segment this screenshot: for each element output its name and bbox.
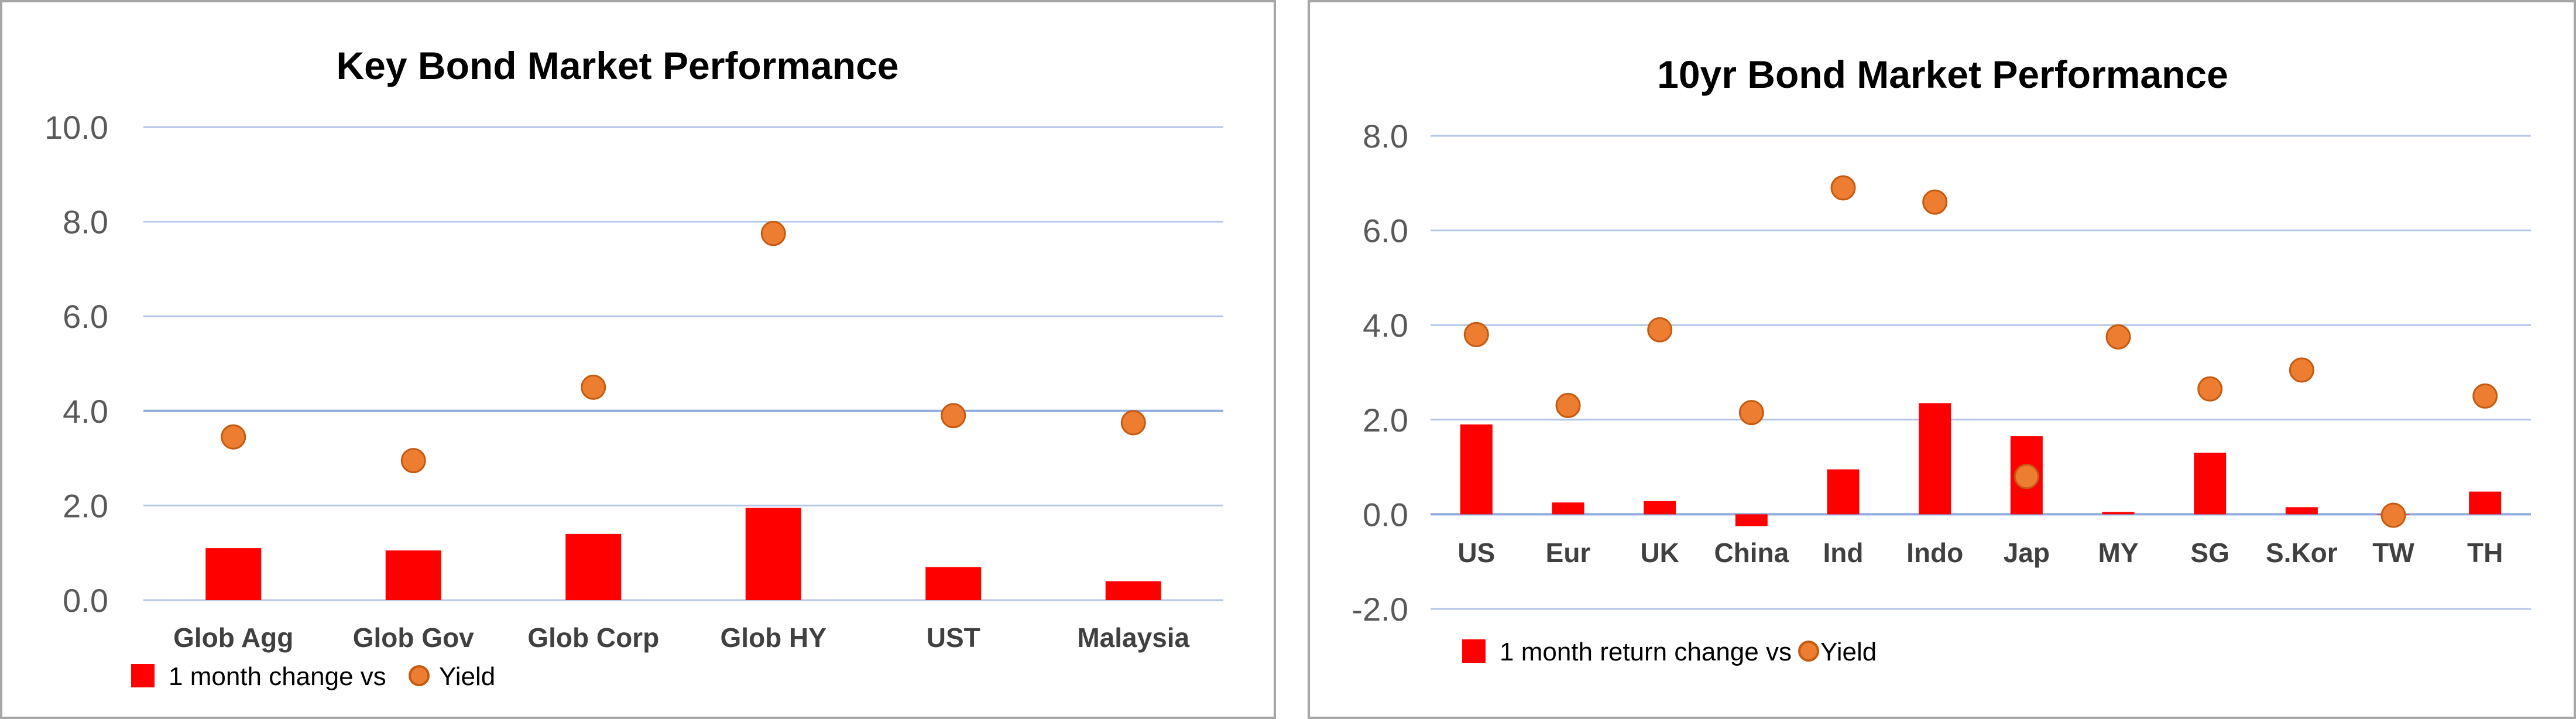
bar-ind [1827, 469, 1860, 515]
yield-point-us [1463, 321, 1489, 347]
gridlines [143, 126, 1223, 601]
x-category-label: MY [2098, 537, 2139, 568]
bar-glob-corp [565, 533, 622, 600]
x-category-label: Glob Agg [173, 622, 293, 653]
bar-sg [2194, 453, 2227, 515]
bar-malaysia [1105, 581, 1161, 600]
x-category-label: TW [2372, 537, 2414, 568]
x-axis-labels: Glob Agg Glob Gov Glob Corp Glob HY UST Malay… [173, 622, 1189, 653]
x-category-label: Malaysia [1077, 622, 1189, 653]
x-category-label: Indo [1906, 537, 1963, 568]
left-chart-panel: 0.0 2.0 4.0 6.0 8.0 10.0 Glob Agg Glob Gov Glob… [0, 0, 1276, 719]
legend-dot-swatch [1798, 641, 1819, 662]
x-category-label: Glob Gov [353, 622, 474, 653]
yield-point-sg [2197, 376, 2223, 402]
bar-series [205, 508, 1161, 600]
y-tick-label: 0.0 [63, 582, 108, 619]
x-category-label: Glob Corp [527, 622, 659, 653]
x-category-label: UK [1640, 537, 1679, 568]
bar-glob-gov [385, 550, 441, 600]
yield-point-glob-agg [221, 424, 246, 450]
yield-point-ust [941, 403, 966, 429]
x-category-label: US [1457, 537, 1495, 568]
y-tick-label: 6.0 [63, 298, 108, 335]
chart-title: Key Bond Market Performance [337, 44, 899, 87]
x-category-label: S.Kor [2266, 537, 2338, 568]
yield-point-tw [2381, 502, 2406, 528]
x-category-label: SG [2190, 537, 2229, 568]
legend-bar-label: 1 month change vs [169, 662, 386, 691]
bar-th [2469, 491, 2502, 515]
yield-point-ind [1830, 175, 1856, 201]
yield-series [1463, 175, 2498, 528]
y-tick-label: 2.0 [63, 487, 108, 524]
y-tick-label: -2.0 [1352, 591, 1409, 628]
yield-point-s-kor [2289, 357, 2314, 383]
key-bond-market-chart: 0.02.04.06.08.010.0 Glob Agg Glob Gov Glob… [44, 44, 1223, 691]
y-axis-ticks: 0.0 2.0 4.0 6.0 8.0 10.0 [44, 109, 108, 619]
legend-bar-label: 1 month return change vs [1500, 638, 1792, 666]
legend-dot-label: Yield [439, 662, 495, 691]
bar-indo [1919, 403, 1951, 515]
legend-bar-swatch [131, 664, 155, 687]
y-axis-ticks: -2.0 0.0 2.0 4.0 6.0 8.0 [1352, 118, 1409, 628]
legend-dot-label: Yield [1820, 638, 1877, 666]
y-tick-label: 8.0 [63, 204, 108, 241]
yield-point-indo [1922, 189, 1948, 215]
yield-point-jap [2014, 464, 2039, 489]
bar-china [1735, 514, 1768, 526]
x-category-label: Eur [1546, 537, 1591, 568]
x-category-label: TH [2467, 537, 2503, 568]
bar-s-kor [2285, 507, 2318, 515]
bar-uk [1644, 501, 1676, 515]
yield-point-glob-gov [400, 448, 426, 474]
yield-point-my [2105, 324, 2131, 350]
yield-point-glob-corp [581, 374, 606, 400]
bar-eur [1552, 502, 1584, 515]
chart-title: 10yr Bond Market Performance [1657, 53, 2228, 96]
y-tick-label: 4.0 [63, 393, 108, 430]
bar-us [1460, 424, 1493, 515]
yield-point-eur [1555, 393, 1581, 419]
right-chart-panel: -2.0 0.0 2.0 4.0 6.0 8.0 US Eur UK China Ind Indo J… [1308, 0, 2576, 719]
bar-my [2102, 512, 2135, 515]
yield-point-uk [1647, 317, 1673, 343]
y-tick-label: 4.0 [1363, 307, 1408, 344]
bar-ust [925, 567, 982, 600]
10yr-bond-market-chart: -2.0 0.0 2.0 4.0 6.0 8.0 US Eur UK China Ind Indo J… [1352, 53, 2531, 666]
x-axis-labels: US Eur UK China Ind Indo Jap MY SG S.Kor TW TH [1457, 537, 2503, 568]
legend-bar-swatch [1462, 639, 1486, 663]
x-category-label: UST [927, 622, 980, 653]
bar-glob-agg [205, 548, 262, 600]
bar-series [1460, 403, 2502, 526]
y-tick-label: 2.0 [1363, 402, 1408, 439]
yield-point-glob-hy [760, 221, 786, 246]
x-category-label: Ind [1823, 537, 1864, 568]
x-category-label: Glob HY [721, 622, 826, 653]
yield-point-malaysia [1120, 410, 1146, 436]
x-category-label: Jap [2004, 537, 2050, 568]
x-category-label: China [1714, 537, 1789, 568]
gridlines [1431, 135, 2531, 610]
y-tick-label: 6.0 [1363, 213, 1408, 249]
legend-dot-swatch [409, 665, 430, 686]
yield-series [221, 221, 1146, 474]
y-tick-label: 8.0 [1363, 118, 1408, 155]
y-tick-label: 0.0 [1363, 496, 1408, 533]
yield-point-china [1738, 400, 1764, 426]
bar-glob-hy [745, 508, 801, 600]
yield-point-th [2472, 383, 2498, 409]
y-tick-label: 10.0 [44, 109, 108, 146]
